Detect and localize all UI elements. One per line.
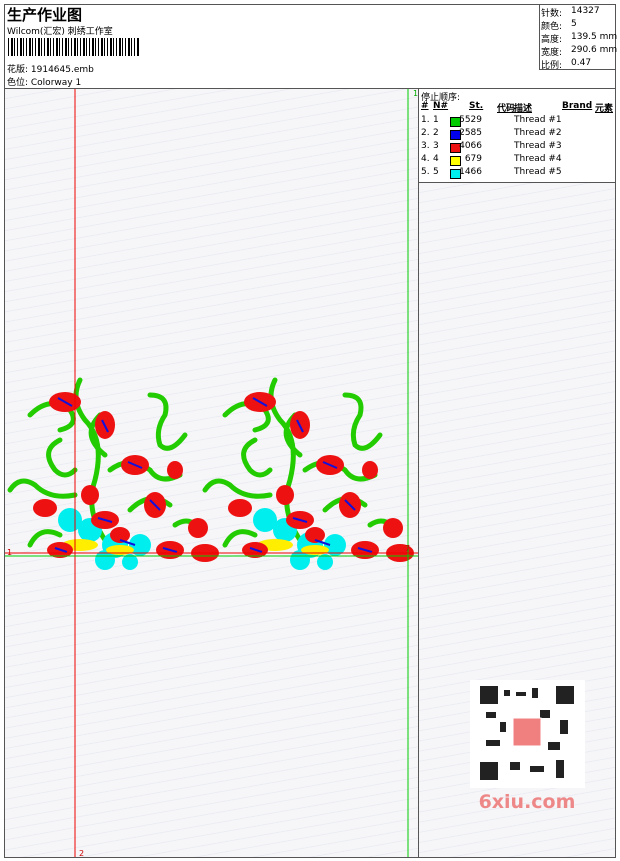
row-n: 5 <box>433 167 439 177</box>
stitches: 1466 <box>459 167 482 177</box>
column-header: St. <box>469 101 484 111</box>
row-no: 2. <box>421 128 430 138</box>
table-title: 停止顺序: <box>421 93 461 103</box>
stat-label: 针数: <box>541 9 563 19</box>
column-header: Brand <box>562 101 593 111</box>
stat-value: 0.47 <box>571 58 592 68</box>
stat-value: 290.6 mm <box>571 45 618 55</box>
column-header: # <box>421 101 429 111</box>
thread-row: 2. 2 2585 Thread #2 <box>419 128 615 141</box>
color-swatch <box>450 143 461 153</box>
stats: 针数: 14327 颜色: 5 高度: 139.5 mm 宽度: 290.6 mm 比例: 0.4… <box>541 6 618 71</box>
thread-row: 5. 5 1466 Thread #5 <box>419 167 615 180</box>
axis-label: 7 <box>405 544 410 553</box>
row-no: 1. <box>421 115 430 125</box>
stitches: 2585 <box>459 128 482 138</box>
title: 生产作业图 <box>7 6 83 24</box>
row-no: 5. <box>421 167 430 177</box>
color-swatch <box>450 130 461 140</box>
column-header: 描述 <box>514 104 533 114</box>
subtitle: Wilcom(汇宏) 刺绣工作室 <box>7 27 113 37</box>
stat-label: 宽度: <box>541 48 563 58</box>
barcode <box>8 38 140 56</box>
stat-label: 比例: <box>541 61 563 71</box>
colorway: 色位: Colorway 1 <box>7 78 82 88</box>
stat-value: 5 <box>571 19 577 29</box>
color-swatch <box>450 169 461 179</box>
row-n: 1 <box>433 115 439 125</box>
stitches: 679 <box>464 154 482 164</box>
design-name: 花版: 1914645.emb <box>7 65 94 75</box>
column-header: 代码 <box>497 104 516 114</box>
stat-label: 颜色: <box>541 22 563 32</box>
watermark: 6xiu.com <box>479 791 576 813</box>
thread-row: 1. 1 5529 Thread #1 <box>419 115 615 128</box>
column-header: N# <box>433 101 449 111</box>
thread-row: 4. 4 679 Thread #4 <box>419 154 615 167</box>
qr-logo <box>512 717 542 747</box>
stats-box <box>539 4 616 70</box>
color-swatch <box>450 117 461 127</box>
description: Thread #1 <box>514 115 562 125</box>
row-n: 4 <box>433 154 439 164</box>
axis-label: 1 <box>413 89 418 98</box>
row-n: 3 <box>433 141 439 151</box>
qr-code <box>480 686 574 780</box>
thread-table: # N# St. 代码 描述 Brand 元素 1. 1 5529 Thread #1 2. 2 2585… <box>419 101 615 181</box>
description: Thread #2 <box>514 128 562 138</box>
motif <box>205 380 414 570</box>
description: Thread #3 <box>514 141 562 151</box>
row-no: 4. <box>421 154 430 164</box>
motif <box>10 380 219 570</box>
color-swatch <box>450 156 461 166</box>
row-no: 3. <box>421 141 430 151</box>
description: Thread #4 <box>514 154 562 164</box>
table-header: # N# St. 代码 描述 Brand 元素 <box>419 101 615 114</box>
row-n: 2 <box>433 128 439 138</box>
thread-row: 3. 3 4066 Thread #3 <box>419 141 615 154</box>
description: Thread #5 <box>514 167 562 177</box>
column-header: 元素 <box>595 104 614 114</box>
stitches: 5529 <box>459 115 482 125</box>
stat-value: 139.5 mm <box>571 32 618 42</box>
stat-label: 高度: <box>541 35 563 45</box>
axis-label: 1 <box>7 548 12 557</box>
axis-label: 2 <box>79 849 84 858</box>
stitches: 4066 <box>459 141 482 151</box>
stat-value: 14327 <box>571 6 600 16</box>
